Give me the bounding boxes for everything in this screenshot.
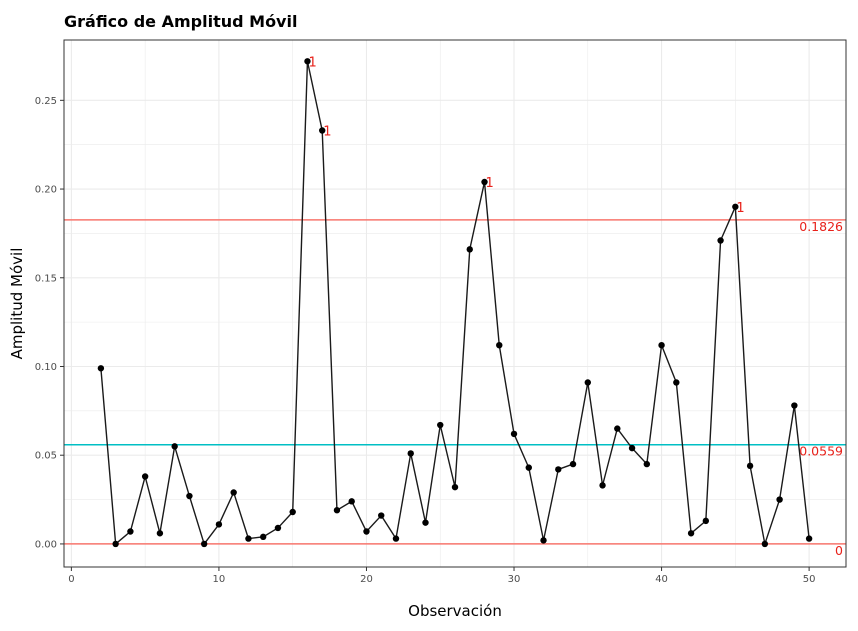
flag-label: 1 xyxy=(323,124,331,139)
y-tick-label: 0.10 xyxy=(35,362,57,373)
data-point xyxy=(112,540,119,548)
grid-minor xyxy=(64,40,846,567)
reference-lines xyxy=(64,219,846,545)
flag-label: 1 xyxy=(736,201,744,216)
reference-label: 0 xyxy=(835,543,843,558)
data-point xyxy=(614,425,621,432)
data-point xyxy=(658,341,665,349)
data-point xyxy=(97,365,105,372)
data-point xyxy=(378,512,385,519)
y-tick-label: 0.20 xyxy=(35,185,57,196)
data-point xyxy=(171,443,178,450)
data-point xyxy=(687,530,695,537)
flag-label: 1 xyxy=(308,55,316,70)
data-point xyxy=(230,489,237,496)
data-point xyxy=(569,460,577,468)
data-point xyxy=(333,507,341,514)
data-point xyxy=(245,535,252,542)
data-point xyxy=(319,127,326,134)
data-point xyxy=(746,462,754,470)
data-point xyxy=(451,483,459,491)
data-point xyxy=(186,492,193,500)
data-point xyxy=(496,341,503,349)
data-point xyxy=(702,517,710,525)
x-tick-label: 10 xyxy=(213,574,226,585)
panel-border xyxy=(63,39,847,568)
data-point xyxy=(422,519,429,526)
data-point xyxy=(141,473,149,480)
data-point xyxy=(215,521,223,528)
data-point xyxy=(732,203,739,210)
data-point xyxy=(274,524,282,532)
y-axis-title: Amplitud Móvil xyxy=(8,248,26,360)
data-point xyxy=(392,535,400,542)
data-point xyxy=(776,496,783,503)
series-line xyxy=(100,60,810,545)
data-point xyxy=(628,444,636,452)
data-point xyxy=(481,178,488,186)
data-point xyxy=(200,540,208,548)
data-point xyxy=(717,237,724,244)
data-point xyxy=(289,508,296,516)
data-point xyxy=(363,528,370,535)
x-axis-title: Observación xyxy=(408,602,502,620)
data-point xyxy=(643,460,651,468)
data-point xyxy=(304,58,311,65)
flag-labels: 1 1 1 1 xyxy=(308,55,744,216)
reference-labels: 0.1826 0.0559 0 xyxy=(799,219,843,558)
y-tick-label: 0.25 xyxy=(35,96,57,107)
x-tick-label: 30 xyxy=(508,574,521,585)
x-tick-label: 0 xyxy=(68,574,74,585)
reference-label: 0.1826 xyxy=(799,219,843,234)
y-tick-label: 0.00 xyxy=(35,539,57,550)
y-tick-label: 0.15 xyxy=(35,273,57,284)
data-point xyxy=(407,450,414,457)
data-point xyxy=(510,430,518,438)
y-tick-label: 0.05 xyxy=(35,451,57,462)
data-point xyxy=(791,402,798,409)
data-point xyxy=(259,533,267,541)
data-point xyxy=(437,421,444,429)
data-point xyxy=(156,530,164,537)
data-point xyxy=(599,482,606,489)
data-point xyxy=(805,535,813,542)
chart-title: Gráfico de Amplitud Móvil xyxy=(64,12,297,31)
data-point xyxy=(127,528,134,535)
data-point xyxy=(348,498,355,505)
axes: 0 10 20 30 40 50 0.00 0.05 0.10 0.15 0.20 0.25 xyxy=(35,96,816,585)
x-tick-label: 50 xyxy=(803,574,816,585)
data-point xyxy=(466,246,473,253)
data-point xyxy=(525,464,532,471)
data-point xyxy=(584,379,591,386)
flag-label: 1 xyxy=(486,176,494,191)
data-point xyxy=(540,537,547,544)
x-tick-label: 20 xyxy=(360,574,373,585)
series-layer xyxy=(97,58,813,548)
reference-label: 0.0559 xyxy=(799,444,843,459)
x-tick-label: 40 xyxy=(655,574,668,585)
data-point xyxy=(555,466,562,473)
data-point xyxy=(761,540,769,548)
data-point xyxy=(673,379,680,386)
